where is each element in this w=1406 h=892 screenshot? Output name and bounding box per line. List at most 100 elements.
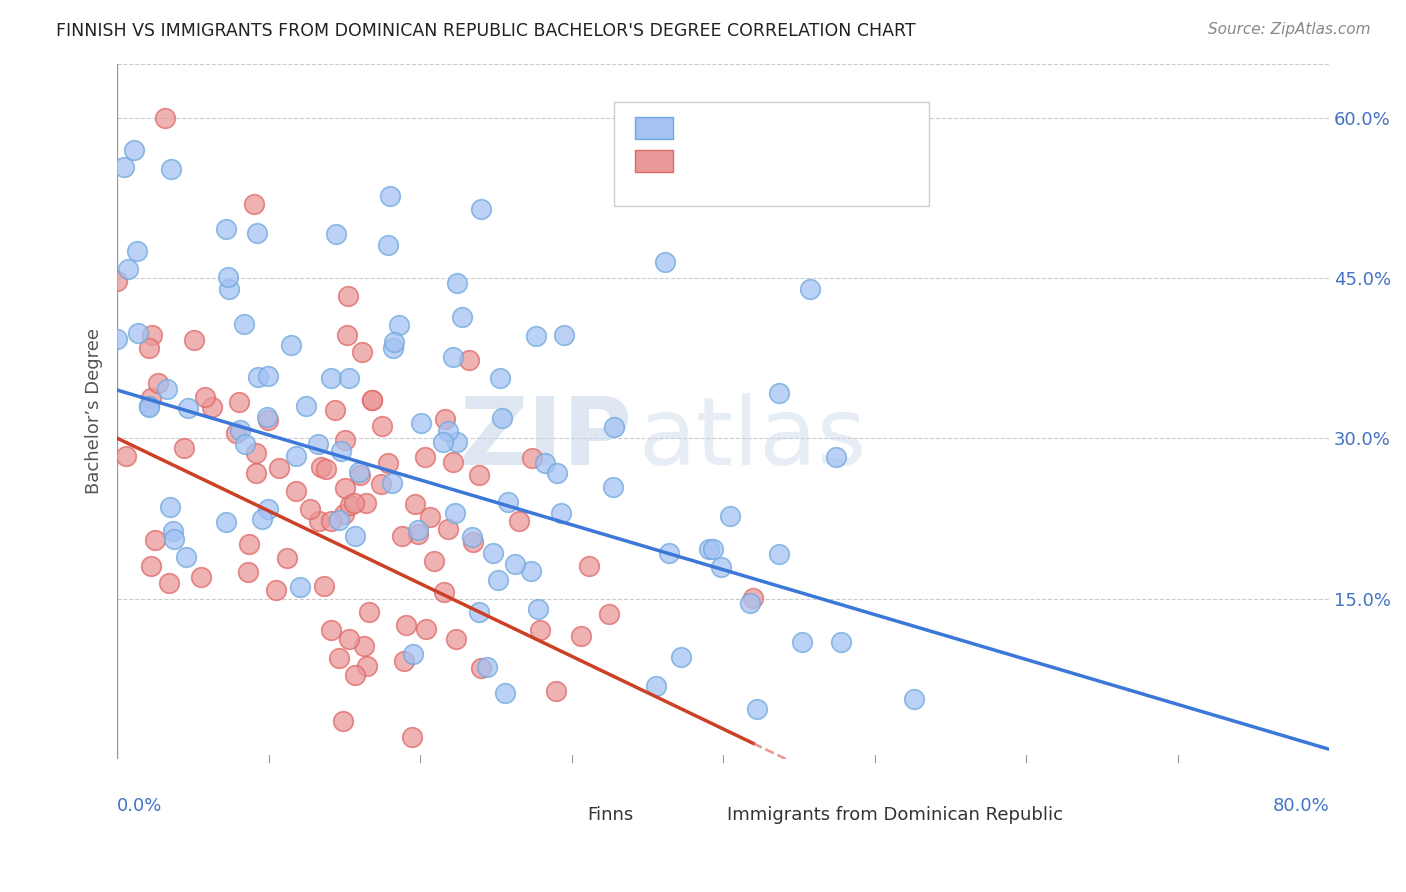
Point: [444, 632, 467, 647]
Text: ZIP: ZIP: [460, 393, 633, 485]
Point: [409, 417, 432, 431]
Point: [323, 402, 346, 417]
Point: [215, 515, 238, 529]
Point: [349, 468, 371, 483]
Point: [325, 227, 347, 241]
Point: [242, 196, 264, 211]
Point: [285, 449, 308, 463]
Point: [578, 558, 600, 573]
Point: [441, 454, 464, 468]
Point: [470, 202, 492, 216]
Point: [332, 714, 354, 728]
Point: [553, 328, 575, 343]
Point: [441, 351, 464, 365]
Point: [702, 542, 724, 557]
Text: R = −0.609   N = 94: R = −0.609 N = 94: [686, 119, 872, 137]
Point: [115, 450, 138, 464]
Point: [343, 529, 366, 543]
Point: [159, 161, 181, 176]
Point: [238, 537, 260, 551]
Point: [319, 514, 342, 528]
Point: [406, 523, 429, 537]
Point: [602, 420, 624, 434]
Point: [194, 390, 217, 404]
Point: [138, 399, 160, 413]
Point: [404, 497, 426, 511]
Point: [256, 410, 278, 425]
Point: [257, 413, 280, 427]
Point: [792, 635, 814, 649]
Point: [315, 462, 337, 476]
Point: [825, 450, 848, 464]
Point: [337, 289, 360, 303]
Point: [288, 581, 311, 595]
Point: [307, 437, 329, 451]
Point: [139, 391, 162, 405]
Point: [482, 546, 505, 560]
Text: R = −0.398   N = 84: R = −0.398 N = 84: [686, 152, 872, 169]
Point: [177, 401, 200, 415]
Point: [488, 371, 510, 385]
Point: [527, 601, 550, 615]
Point: [308, 514, 330, 528]
Point: [768, 386, 790, 401]
Point: [146, 376, 169, 390]
Point: [747, 701, 769, 715]
Point: [267, 460, 290, 475]
Point: [232, 317, 254, 331]
Point: [433, 411, 456, 425]
Point: [671, 649, 693, 664]
FancyBboxPatch shape: [614, 103, 929, 206]
Point: [333, 433, 356, 447]
Point: [238, 566, 260, 580]
Point: [370, 477, 392, 491]
Point: [903, 692, 925, 706]
Bar: [693, 804, 720, 825]
Point: [419, 509, 441, 524]
Point: [256, 369, 278, 384]
Point: [343, 496, 366, 510]
Point: [644, 679, 666, 693]
Point: [145, 533, 167, 547]
Point: [799, 282, 821, 296]
Point: [183, 333, 205, 347]
Point: [105, 274, 128, 288]
Point: [141, 327, 163, 342]
Point: [387, 318, 409, 332]
Point: [768, 547, 790, 561]
Point: [742, 591, 765, 606]
Point: [475, 660, 498, 674]
Point: [337, 632, 360, 647]
Point: [157, 576, 180, 591]
Point: [332, 507, 354, 521]
Point: [329, 443, 352, 458]
Point: [371, 418, 394, 433]
Point: [246, 226, 269, 240]
Point: [571, 630, 593, 644]
Point: [508, 514, 530, 528]
Point: [337, 371, 360, 385]
Point: [830, 635, 852, 649]
Point: [264, 582, 287, 597]
Point: [162, 532, 184, 546]
Point: [522, 450, 544, 465]
Point: [494, 686, 516, 700]
Point: [354, 496, 377, 510]
Point: [470, 661, 492, 675]
Point: [380, 189, 402, 203]
Point: [156, 382, 179, 396]
Point: [356, 659, 378, 673]
Text: Finns: Finns: [588, 806, 634, 824]
Point: [319, 371, 342, 385]
Point: [401, 731, 423, 745]
Point: [377, 238, 399, 252]
Point: [468, 605, 491, 619]
Point: [201, 401, 224, 415]
Point: [328, 513, 350, 527]
Point: [162, 524, 184, 539]
Point: [436, 522, 458, 536]
Point: [433, 585, 456, 599]
Point: [117, 262, 139, 277]
Point: [336, 327, 359, 342]
Point: [122, 143, 145, 157]
